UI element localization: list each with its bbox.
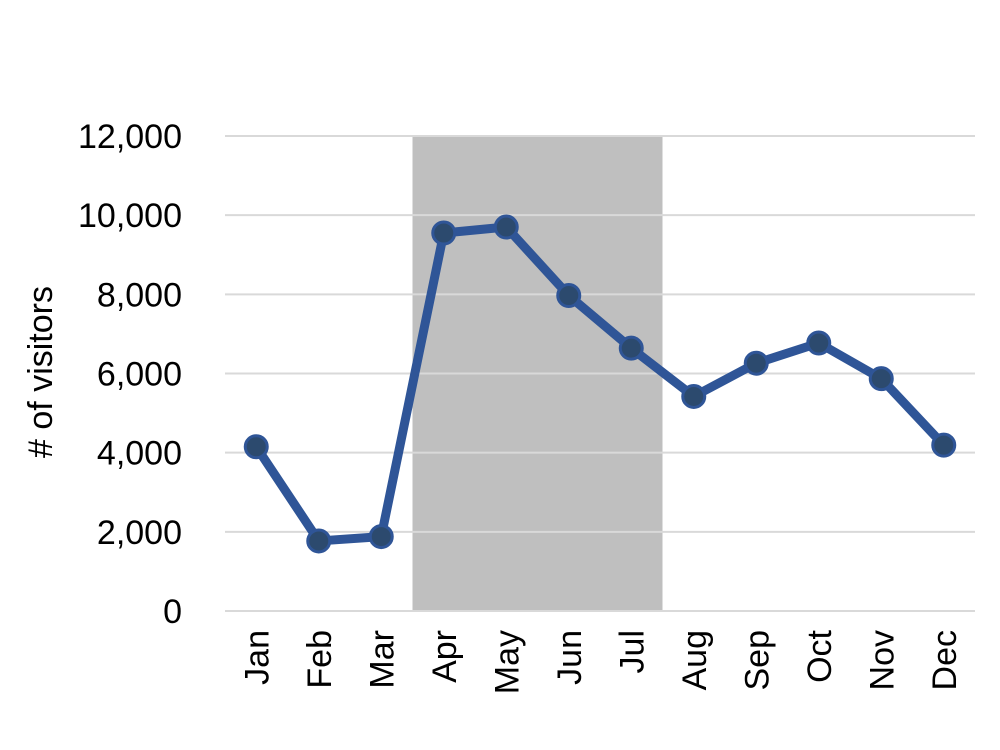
x-tick-label: Oct <box>801 629 839 682</box>
x-axis-ticks: Jan Feb Mar Apr May Jun Jul Aug Sep Oct Nov Dec <box>238 629 964 694</box>
y-tick-label: 2,000 <box>97 514 182 552</box>
x-tick-label: Sep <box>738 630 776 691</box>
data-point <box>306 528 332 554</box>
gridlines <box>225 135 975 612</box>
y-tick-label: 8,000 <box>97 276 182 314</box>
x-tick-label: Aug <box>676 630 714 691</box>
x-tick-label: Mar <box>363 630 401 689</box>
y-tick-label: 0 <box>163 593 182 631</box>
y-axis-title: # of visitors <box>22 286 60 458</box>
data-point <box>743 350 769 376</box>
y-tick-label: 12,000 <box>78 118 182 156</box>
x-tick-label: Jul <box>613 630 651 673</box>
x-tick-label: Jun <box>551 630 589 685</box>
data-point <box>681 383 707 409</box>
y-tick-label: 10,000 <box>78 197 182 235</box>
data-point <box>431 220 457 246</box>
y-axis-ticks: 0 2,000 4,000 6,000 8,000 10,000 12,000 <box>78 118 182 631</box>
x-tick-label: Dec <box>926 630 964 690</box>
data-point <box>806 330 832 356</box>
data-point <box>243 434 269 460</box>
y-tick-label: 4,000 <box>97 435 182 473</box>
x-tick-label: Feb <box>301 630 339 689</box>
y-tick-label: 6,000 <box>97 356 182 394</box>
data-point <box>368 524 394 550</box>
series-layer <box>243 214 957 554</box>
x-tick-label: Nov <box>863 630 901 690</box>
x-tick-label: Apr <box>426 630 464 683</box>
data-point <box>618 335 644 361</box>
data-point <box>556 283 582 309</box>
x-tick-label: May <box>488 630 526 694</box>
data-point <box>493 214 519 240</box>
data-point <box>931 432 957 458</box>
x-tick-label: Jan <box>238 630 276 685</box>
data-point <box>868 366 894 392</box>
